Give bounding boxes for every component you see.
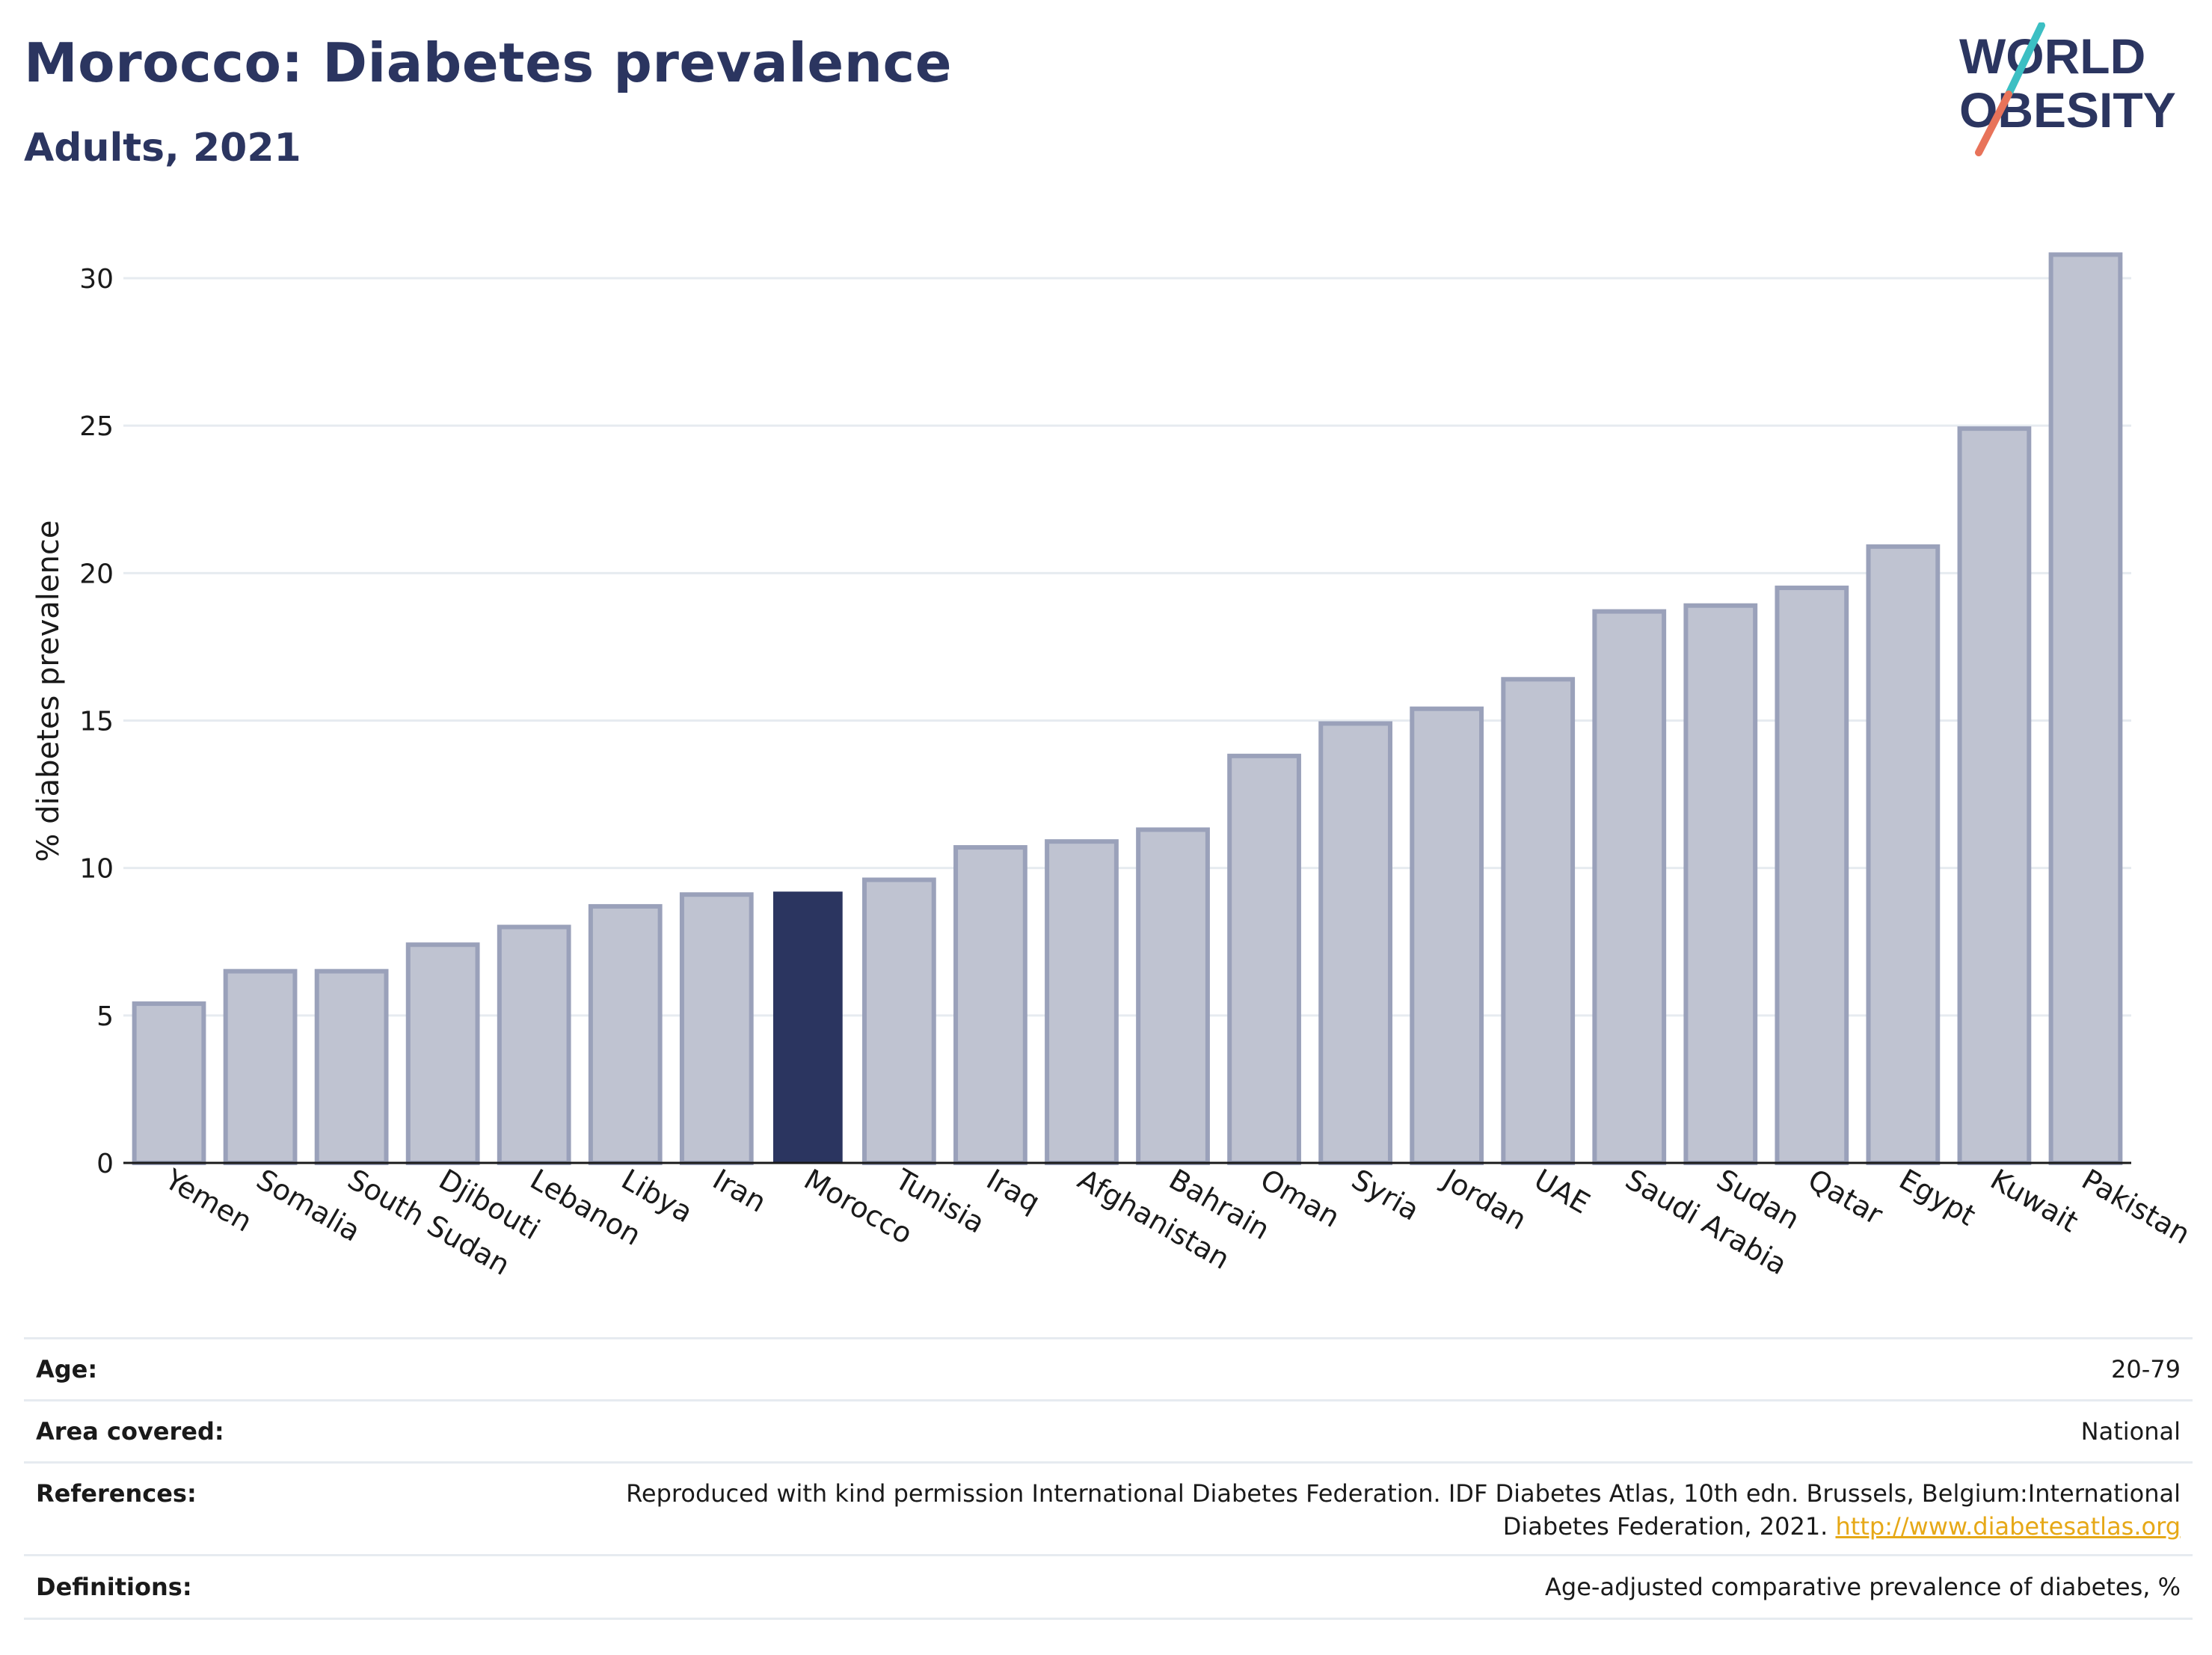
- x-tick-label: Egypt: [1893, 1163, 1981, 1232]
- metadata-table: Age: 20-79 Area covered: National Refere…: [24, 1337, 2193, 1620]
- y-axis-title: % diabetes prevalence: [31, 521, 66, 862]
- logo-slash-teal: [2005, 22, 2045, 98]
- x-tick-label: Somalia: [251, 1163, 366, 1248]
- footer-row-references: References: Reproduced with kind permiss…: [24, 1461, 2193, 1554]
- footer-row-age: Age: 20-79: [24, 1337, 2193, 1399]
- bar-kuwait: [1957, 426, 2032, 1165]
- bar-djibouti: [405, 942, 480, 1166]
- x-tick-label: Pakistan: [2076, 1163, 2196, 1251]
- x-tick-label: Qatar: [1802, 1163, 1888, 1232]
- bar-tunisia: [862, 877, 936, 1165]
- references-value: Reproduced with kind permission Internat…: [626, 1477, 2181, 1543]
- y-tick-label: 0: [96, 1149, 114, 1179]
- y-tick-label: 25: [79, 411, 114, 442]
- bar-yemen: [132, 1001, 206, 1166]
- y-tick-label: 20: [79, 559, 114, 589]
- references-link[interactable]: http://www.diabetesatlas.org: [1835, 1512, 2181, 1541]
- bar-qatar: [1775, 586, 1849, 1165]
- bar-uae: [1501, 677, 1576, 1165]
- area-value: National: [2080, 1417, 2181, 1446]
- logo-line2: OBESITY: [1959, 82, 2176, 138]
- world-obesity-logo: WORLD OBESITY: [1959, 22, 2176, 156]
- definitions-label: Definitions:: [36, 1573, 192, 1601]
- bar-iraq: [953, 845, 1027, 1166]
- x-tick-label: Kuwait: [1985, 1163, 2083, 1239]
- bar-egypt: [1866, 544, 1941, 1165]
- x-tick-label: Syria: [1346, 1163, 1425, 1227]
- y-tick-label: 15: [79, 707, 114, 737]
- references-text-line1: Reproduced with kind permission Internat…: [626, 1479, 2181, 1508]
- x-tick-label: Jordan: [1436, 1162, 1531, 1237]
- bar-iran: [679, 892, 754, 1165]
- age-label: Age:: [36, 1355, 98, 1384]
- bar-pakistan: [2048, 252, 2123, 1165]
- age-value: 20-79: [2111, 1355, 2181, 1384]
- y-tick-label: 10: [79, 854, 114, 885]
- footer-row-definitions: Definitions: Age-adjusted comparative pr…: [24, 1554, 2193, 1620]
- bar-chart: 0 5 10 15 20 25 30 % diabetes prevalence YemenSo…: [31, 252, 2196, 1282]
- x-tick-label: Yemen: [159, 1162, 258, 1238]
- y-tick-label: 5: [96, 1001, 114, 1032]
- bar-jordan: [1410, 706, 1484, 1165]
- page-subtitle: Adults, 2021: [24, 126, 301, 171]
- bar-oman: [1227, 753, 1301, 1165]
- bar-libya: [588, 903, 663, 1166]
- bar-morocco: [772, 891, 843, 1163]
- x-tick-label: Iran: [707, 1163, 772, 1219]
- bar-bahrain: [1136, 827, 1210, 1165]
- bar-south-sudan: [314, 968, 389, 1166]
- x-tick-label: Iraq: [981, 1163, 1045, 1219]
- y-tick-label: 30: [79, 264, 114, 295]
- x-tick-label: UAE: [1529, 1163, 1595, 1220]
- logo-slash-coral: [1975, 90, 2012, 156]
- bar-lebanon: [497, 924, 571, 1165]
- definitions-value: Age-adjusted comparative prevalence of d…: [1545, 1573, 2181, 1601]
- references-text-line2: Diabetes Federation, 2021.: [1502, 1512, 1828, 1541]
- logo-line1: WORLD: [1959, 28, 2145, 84]
- bar-afghanistan: [1045, 839, 1119, 1165]
- footer-row-area: Area covered: National: [24, 1399, 2193, 1461]
- bar-somalia: [223, 968, 298, 1166]
- area-label: Area covered:: [36, 1417, 224, 1446]
- references-label: References:: [36, 1479, 197, 1508]
- bar-syria: [1318, 721, 1392, 1165]
- bar-sudan: [1683, 603, 1758, 1165]
- page-title: Morocco: Diabetes prevalence: [24, 31, 953, 94]
- bar-saudi-arabia: [1592, 609, 1667, 1165]
